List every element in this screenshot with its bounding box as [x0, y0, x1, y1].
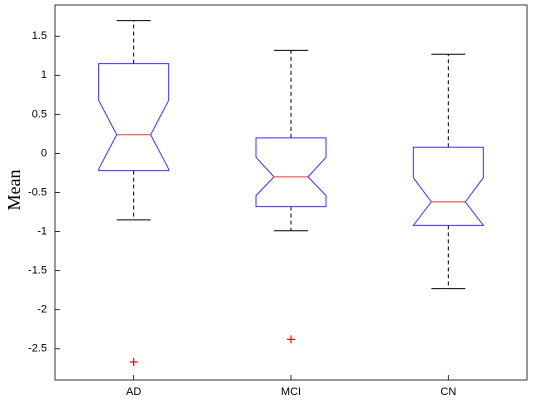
y-tick-label: -1.5 [28, 265, 47, 277]
box [98, 63, 170, 172]
box [412, 146, 485, 226]
y-tick-label: -2.5 [28, 343, 47, 355]
y-tick-label: -2 [37, 304, 47, 316]
x-tick-label: MCI [281, 386, 301, 398]
y-tick-label: 1.5 [32, 30, 47, 42]
outlier [129, 358, 138, 367]
y-axis-label: Mean [4, 170, 24, 211]
y-tick-label: 0.5 [32, 108, 47, 120]
y-tick-label: 0 [41, 147, 47, 159]
plot-frame [54, 4, 528, 381]
y-tick-label: -0.5 [28, 186, 47, 198]
x-tick-label: AD [126, 386, 141, 398]
box [255, 137, 327, 208]
y-tick-label: 1 [41, 69, 47, 81]
x-tick-label: CN [440, 386, 456, 398]
outlier [287, 335, 295, 344]
y-tick-label: -1 [37, 225, 47, 237]
